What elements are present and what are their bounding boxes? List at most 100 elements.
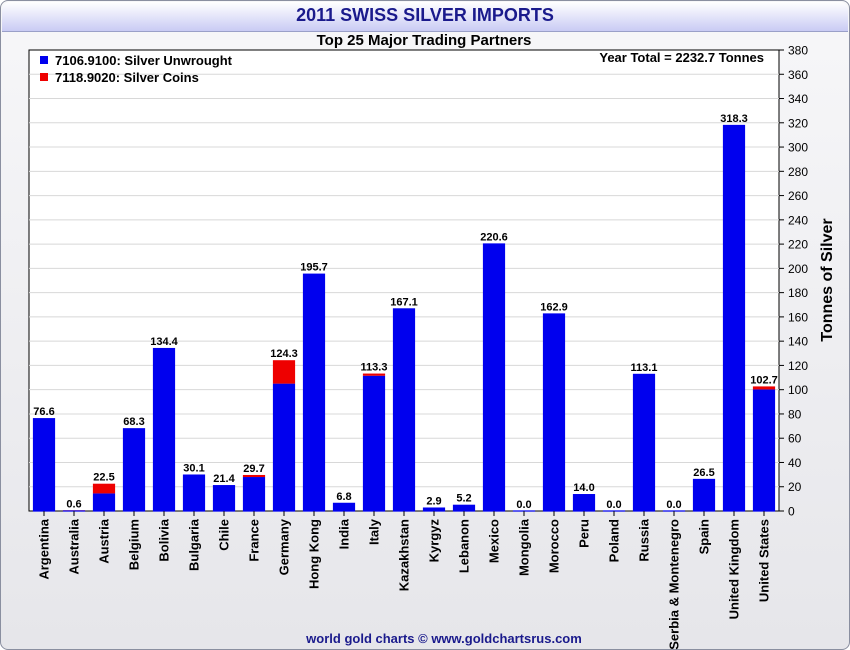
legend: 7106.9100: Silver Unwrought 7118.9020: Si… xyxy=(40,53,233,85)
x-tick-label: Poland xyxy=(607,519,622,562)
x-tick-label: Peru xyxy=(577,519,592,548)
x-tick-label: Italy xyxy=(367,518,382,545)
x-tick-label: Mongolia xyxy=(517,518,532,576)
chart-subtitle: Top 25 Major Trading Partners xyxy=(317,32,532,49)
y-tick-label: 240 xyxy=(788,213,808,227)
x-tick-label: Bulgaria xyxy=(187,518,202,571)
bar-unwrought-22 xyxy=(692,478,716,511)
bar-unwrought-18 xyxy=(572,494,596,511)
bar-unwrought-11 xyxy=(362,375,386,511)
x-tick-label: Morocco xyxy=(547,519,562,573)
value-label: 21.4 xyxy=(213,473,235,485)
x-tick-label: India xyxy=(337,518,352,549)
bar-coins-8 xyxy=(272,360,296,384)
legend-swatch xyxy=(40,56,48,64)
x-axis: Argentina Australia Austria Belgium Bolivia B… xyxy=(37,511,772,650)
value-label: 30.1 xyxy=(183,462,204,474)
bar-unwrought-24 xyxy=(752,389,776,511)
value-label: 195.7 xyxy=(300,262,328,274)
value-label: 124.3 xyxy=(270,348,298,360)
bar-unwrought-4 xyxy=(152,347,176,511)
value-label: 14.0 xyxy=(573,482,594,494)
x-tick-label: Kazakhstan xyxy=(397,519,412,591)
y-tick-label: 320 xyxy=(788,116,808,130)
x-tick-label: Spain xyxy=(697,519,712,554)
year-total-label: Year Total = 2232.7 Tonnes xyxy=(599,50,764,65)
value-labels-group: 76.6 0.6 22.5 68.3 134.4 30.1 21.4 29.7 124.3 195… xyxy=(33,113,777,511)
y-tick-label: 60 xyxy=(788,432,802,446)
x-tick-label: France xyxy=(247,519,262,562)
value-label: 162.9 xyxy=(540,301,568,313)
bar-unwrought-23 xyxy=(722,124,746,512)
y-tick-label: 200 xyxy=(788,262,808,276)
value-label: 134.4 xyxy=(150,336,178,348)
y-tick-label: 160 xyxy=(788,310,808,324)
legend-label: 7118.9020: Silver Coins xyxy=(55,70,199,85)
y-tick-label: 80 xyxy=(788,407,802,421)
y-tick-label: 260 xyxy=(788,189,808,203)
value-label: 0.0 xyxy=(666,499,681,511)
bar-unwrought-14 xyxy=(452,504,476,511)
y-tick-label: 100 xyxy=(788,383,808,397)
value-label: 102.7 xyxy=(750,374,778,386)
y-tick-label: 120 xyxy=(788,359,808,373)
y-tick-label: 300 xyxy=(788,141,808,155)
x-tick-label: Kyrgyz xyxy=(427,519,442,563)
y-tick-label: 340 xyxy=(788,92,808,106)
value-label: 76.6 xyxy=(33,406,54,418)
legend-swatch xyxy=(40,73,48,81)
y-tick-label: 40 xyxy=(788,456,802,470)
y-tick-label: 140 xyxy=(788,335,808,349)
bar-unwrought-8 xyxy=(272,383,296,511)
bar-unwrought-3 xyxy=(122,428,146,511)
x-tick-label: Russia xyxy=(637,518,652,561)
bar-unwrought-9 xyxy=(302,273,326,511)
value-label: 0.0 xyxy=(516,499,531,511)
footer-credit: world gold charts © www.goldchartsrus.co… xyxy=(306,631,582,646)
value-label: 26.5 xyxy=(693,467,714,479)
value-label: 167.1 xyxy=(390,296,418,308)
value-label: 113.3 xyxy=(361,362,388,374)
bar-unwrought-10 xyxy=(332,502,356,511)
y-tick-label: 280 xyxy=(788,165,808,179)
value-label: 220.6 xyxy=(480,231,508,243)
y-axis-label: Tonnes of Silver xyxy=(819,218,836,341)
value-label: 68.3 xyxy=(123,416,144,428)
bar-coins-7 xyxy=(242,474,266,478)
value-label: 318.3 xyxy=(720,113,748,125)
x-tick-label: Australia xyxy=(67,518,82,574)
bar-unwrought-0 xyxy=(32,418,56,511)
bars-group xyxy=(32,124,776,512)
x-tick-label: Hong Kong xyxy=(307,519,322,589)
bar-unwrought-12 xyxy=(392,308,416,511)
y-axis: 0 20 40 60 80 100 120 140 160 180 200 220 240 260 280 3… xyxy=(779,44,808,519)
bar-unwrought-17 xyxy=(542,313,566,511)
value-label: 2.9 xyxy=(426,495,441,507)
y-tick-label: 360 xyxy=(788,68,808,82)
bar-coins-2 xyxy=(92,483,116,494)
y-tick-label: 20 xyxy=(788,480,802,494)
bar-coins-11 xyxy=(362,373,386,376)
bar-unwrought-13 xyxy=(422,507,446,511)
x-tick-label: Chile xyxy=(217,519,232,551)
bar-unwrought-7 xyxy=(242,477,266,511)
x-tick-label: Serbia & Montenegro xyxy=(667,519,682,650)
y-tick-label: 180 xyxy=(788,286,808,300)
y-tick-label: 0 xyxy=(788,505,795,519)
value-label: 29.7 xyxy=(243,463,264,475)
x-tick-label: Austria xyxy=(97,518,112,564)
value-label: 22.5 xyxy=(93,472,114,484)
bar-coins-24 xyxy=(752,386,776,390)
y-tick-label: 380 xyxy=(788,44,808,58)
y-tick-label: 220 xyxy=(788,238,808,252)
x-tick-label: Germany xyxy=(277,518,292,575)
value-label: 0.0 xyxy=(606,499,621,511)
value-label: 0.6 xyxy=(66,498,81,510)
bar-unwrought-2 xyxy=(92,493,116,511)
title-bar xyxy=(2,2,848,32)
x-tick-label: United Kingdom xyxy=(727,519,742,619)
x-tick-label: Belgium xyxy=(127,519,142,570)
value-label: 113.1 xyxy=(631,362,658,374)
x-tick-label: Mexico xyxy=(487,519,502,563)
